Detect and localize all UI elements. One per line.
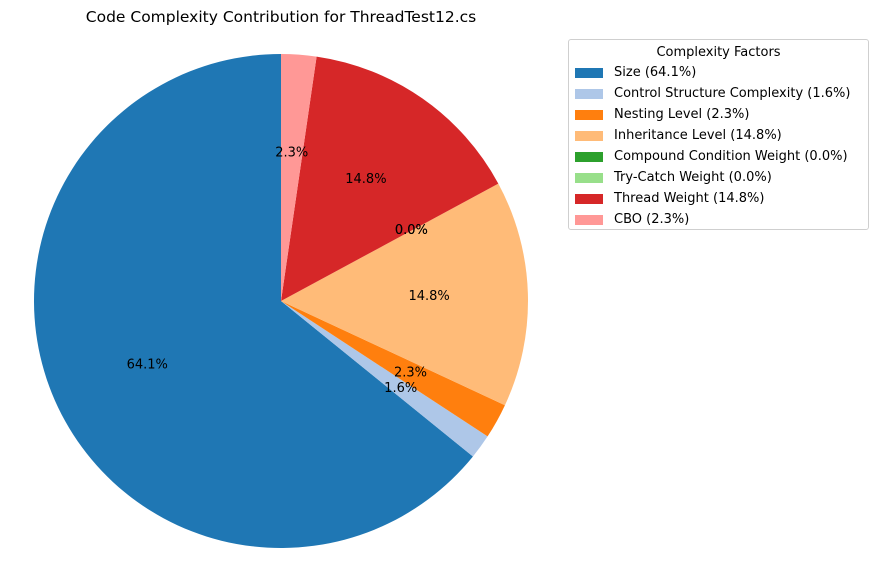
chart-title: Code Complexity Contribution for ThreadT… [85, 8, 477, 26]
slice-inheritance-level [281, 183, 529, 406]
legend-swatch [575, 172, 603, 183]
legend-item-inheritance-level: Inheritance Level (14.8%) [569, 125, 868, 146]
pie-slices [33, 53, 529, 548]
slice-nesting-level [281, 301, 505, 437]
legend-item-nesting-level: Nesting Level (2.3%) [569, 104, 868, 125]
legend-swatch [575, 193, 603, 204]
slice-label-compound-condition-weight: 0.0% [395, 223, 428, 238]
legend-swatch [575, 214, 603, 225]
legend-item-cbo: CBO (2.3%) [569, 209, 868, 230]
legend-item-try-catch-weight: Try-Catch Weight (0.0%) [569, 167, 868, 188]
slice-label-control-structure-complexity: 1.6% [384, 381, 417, 396]
slice-label-size: 64.1% [127, 357, 168, 372]
slice-thread-weight [281, 56, 499, 301]
legend-label: Try-Catch Weight (0.0%) [614, 170, 772, 185]
legend-title: Complexity Factors [656, 45, 781, 60]
legend-swatch [575, 109, 603, 120]
slice-control-structure-complexity [281, 301, 488, 457]
legend-label: Size (64.1%) [614, 65, 697, 80]
legend-item-compound-condition-weight: Compound Condition Weight (0.0%) [569, 146, 868, 167]
legend-swatch [575, 151, 603, 162]
slice-size [33, 53, 473, 548]
legend-item-thread-weight: Thread Weight (14.8%) [569, 188, 868, 209]
legend-rows: Size (64.1%) Control Structure Complexity… [569, 62, 868, 230]
legend-label: Control Structure Complexity (1.6%) [614, 86, 851, 101]
legend-label: CBO (2.3%) [614, 212, 690, 227]
slice-label-thread-weight: 14.8% [345, 172, 386, 187]
legend-label: Thread Weight (14.8%) [614, 191, 765, 206]
legend-swatch [575, 67, 603, 78]
legend: Complexity Factors Size (64.1%) Control S… [568, 39, 869, 230]
legend-item-size: Size (64.1%) [569, 62, 868, 83]
legend-swatch [575, 130, 603, 141]
slice-label-nesting-level: 2.3% [394, 366, 427, 381]
legend-label: Inheritance Level (14.8%) [614, 128, 782, 143]
legend-item-control-structure-complexity: Control Structure Complexity (1.6%) [569, 83, 868, 104]
legend-label: Nesting Level (2.3%) [614, 107, 750, 122]
legend-swatch [575, 88, 603, 99]
pie-labels: 64.1%1.6%2.3%14.8%0.0%0.0%14.8%2.3% [127, 146, 450, 396]
slice-label-try-catch-weight: 0.0% [395, 223, 428, 238]
slice-label-inheritance-level: 14.8% [408, 289, 449, 304]
slice-label-cbo: 2.3% [275, 146, 308, 161]
slice-cbo [281, 54, 317, 301]
legend-label: Compound Condition Weight (0.0%) [614, 149, 848, 164]
